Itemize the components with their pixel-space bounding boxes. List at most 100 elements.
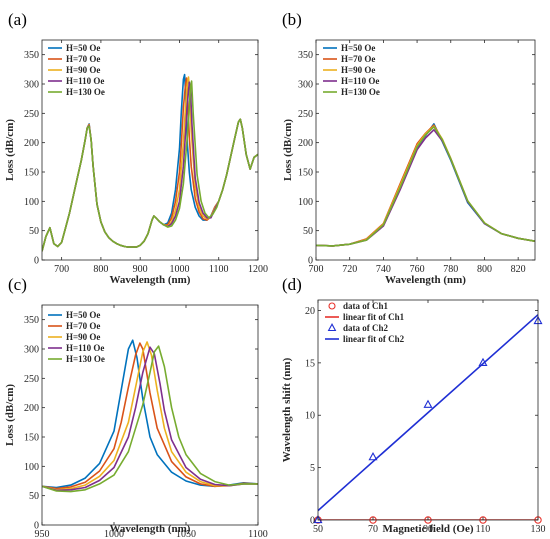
series-line-3: [42, 341, 258, 491]
x-axis-label: Magnetic field (Oe): [382, 523, 473, 535]
y-tick-label: 150: [24, 168, 39, 179]
x-tick-label: 700: [309, 264, 324, 275]
legend-label: H=130 Oe: [66, 354, 105, 364]
x-tick-label: 130: [531, 524, 546, 535]
legend-label: linear fit of Ch1: [343, 312, 405, 322]
x-tick-label: 900: [133, 264, 148, 275]
x-tick-label: 780: [443, 264, 458, 275]
series-line-2: [316, 124, 535, 247]
data-point: [478, 357, 488, 367]
x-axis-label: Wavelength (nm): [385, 274, 466, 286]
series-group: [318, 314, 538, 520]
panel-d: 50 70 90 110 130 0 5 10 15 20 Magnetic field (Oe) W…: [281, 275, 546, 535]
x-axis-label: Wavelength (nm): [110, 274, 191, 286]
x-axis-label: Wavelength (nm): [110, 523, 191, 535]
legend-label: H=130 Oe: [66, 87, 105, 97]
series-line-3: [316, 125, 535, 247]
y-tick-label: 20: [305, 306, 315, 317]
data-point: [313, 514, 323, 524]
y-tick-label: 250: [24, 374, 39, 385]
legend-label: H=110 Oe: [66, 343, 104, 353]
legend-swatch: [327, 323, 337, 332]
y-tick-label: 350: [298, 50, 313, 61]
x-tick-label: 800: [93, 264, 108, 275]
y-tick-label: 200: [298, 138, 313, 149]
series-line-4: [318, 314, 538, 512]
legend-label: H=50 Oe: [341, 43, 375, 53]
axes-frame: [41, 304, 259, 526]
series-line-2: [42, 342, 258, 490]
legend-label: H=70 Oe: [66, 321, 100, 331]
legend-label: data of Ch1: [343, 301, 389, 311]
y-tick-label: 5: [310, 463, 315, 474]
legend-swatch: [328, 302, 336, 310]
panel-c: 950 1000 1050 1100 0 50 100 150 200 250 300 350 Wave…: [4, 275, 268, 539]
legend: H=50 OeH=70 OeH=90 OeH=110 OeH=130 Oe: [48, 310, 105, 364]
x-tick-label: 820: [511, 264, 526, 275]
legend-label: data of Ch2: [343, 323, 389, 333]
y-axis-label: Wavelength shift (nm): [281, 357, 293, 462]
series-group: [316, 123, 535, 247]
x-tick-label: 720: [342, 264, 357, 275]
legend-label: H=90 Oe: [341, 65, 375, 75]
y-axis-label: Loss (dB/cm): [4, 119, 16, 181]
x-tick-label: 1200: [248, 264, 268, 275]
legend-label: H=50 Oe: [66, 43, 100, 53]
data-point: [368, 451, 378, 461]
x-tick-label: 700: [54, 264, 69, 275]
x-tick-label: 760: [410, 264, 425, 275]
panel-label: (a): [8, 10, 27, 29]
data-point: [423, 399, 433, 408]
series-group: [42, 73, 258, 252]
series-line-4: [42, 346, 258, 492]
x-tick-label: 1000: [169, 264, 189, 275]
y-tick-label: 200: [24, 403, 39, 414]
y-tick-label: 150: [24, 433, 39, 444]
x-tick-label: 1100: [248, 529, 268, 539]
x-tick-label: 90: [423, 524, 433, 535]
x-tick-label: 740: [376, 264, 391, 275]
y-tick-label: 250: [24, 109, 39, 120]
axes-frame: [315, 39, 536, 261]
x-tick-label: 800: [477, 264, 492, 275]
y-tick-label: 200: [24, 138, 39, 149]
series-line-4: [316, 129, 535, 247]
y-axis-label: Loss (dB/cm): [4, 384, 16, 446]
y-tick-label: 350: [24, 315, 39, 326]
series-line-1: [316, 123, 535, 247]
y-tick-label: 100: [298, 197, 313, 208]
legend-label: H=50 Oe: [66, 310, 100, 320]
y-tick-label: 15: [305, 358, 315, 369]
y-tick-label: 350: [24, 50, 39, 61]
axes-frame: [41, 39, 259, 261]
y-tick-label: 50: [29, 226, 39, 237]
series-group: [42, 339, 258, 493]
legend-label: H=110 Oe: [341, 76, 379, 86]
y-tick-label: 300: [24, 80, 39, 91]
y-tick-label: 50: [29, 491, 39, 502]
panel-b: 700 720 740 760 780 800 820 0 50 100 150 200 250 300 3…: [282, 10, 536, 286]
legend-label: H=130 Oe: [341, 87, 380, 97]
y-tick-label: 0: [310, 516, 315, 527]
y-tick-label: 150: [298, 168, 313, 179]
panel-label: (d): [282, 275, 302, 294]
legend-label: linear fit of Ch2: [343, 334, 405, 344]
y-tick-label: 300: [24, 345, 39, 356]
y-tick-label: 0: [34, 521, 39, 532]
legend-label: H=110 Oe: [66, 76, 104, 86]
series-line-5: [42, 80, 258, 252]
legend-label: H=70 Oe: [66, 54, 100, 64]
legend-label: H=90 Oe: [66, 332, 100, 342]
y-tick-label: 250: [298, 109, 313, 120]
legend: H=50 OeH=70 OeH=90 OeH=110 OeH=130 Oe: [323, 43, 380, 97]
y-tick-label: 100: [24, 197, 39, 208]
y-tick-label: 0: [34, 256, 39, 267]
legend-label: H=90 Oe: [66, 65, 100, 75]
y-axis-label: Loss (dB/cm): [282, 119, 294, 181]
legend-label: H=70 Oe: [341, 54, 375, 64]
y-tick-label: 0: [308, 256, 313, 267]
x-tick-label: 50: [313, 524, 323, 535]
y-tick-label: 100: [24, 462, 39, 473]
